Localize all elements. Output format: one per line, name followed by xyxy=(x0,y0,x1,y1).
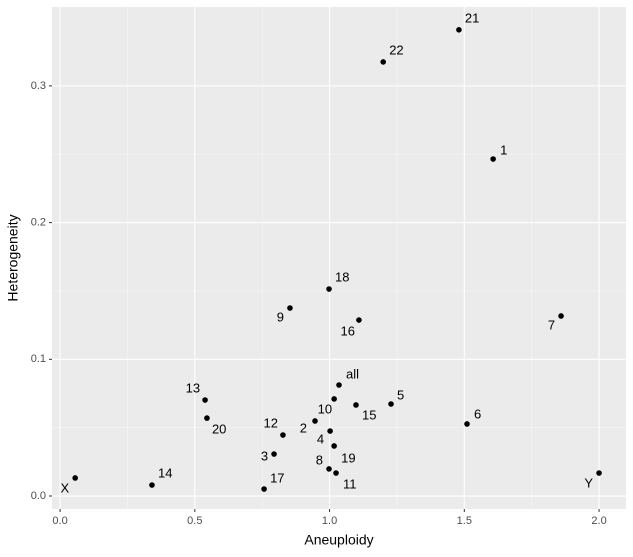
point-label: 11 xyxy=(343,476,357,491)
point xyxy=(327,428,333,434)
point xyxy=(331,443,337,449)
point xyxy=(202,397,208,403)
point xyxy=(331,396,337,402)
point xyxy=(464,421,470,427)
point-label: 14 xyxy=(158,466,172,481)
point xyxy=(271,451,277,457)
point xyxy=(558,313,564,319)
point-label: 12 xyxy=(263,415,277,430)
point xyxy=(204,415,210,421)
point-label: 1 xyxy=(500,142,507,157)
point-label: Y xyxy=(584,475,593,490)
point xyxy=(356,317,362,323)
panel-background xyxy=(52,7,626,509)
point xyxy=(380,59,386,65)
point xyxy=(336,382,342,388)
point xyxy=(261,486,267,492)
y-tick-label: 0.3 xyxy=(31,80,46,92)
point-label: 13 xyxy=(186,380,200,395)
point-label: 15 xyxy=(362,407,376,422)
point-label: 3 xyxy=(261,448,268,463)
point xyxy=(287,305,293,311)
point-label: 9 xyxy=(277,309,284,324)
point xyxy=(326,286,332,292)
point xyxy=(280,432,286,438)
point xyxy=(72,475,78,481)
x-tick-label: 0.0 xyxy=(52,515,67,527)
point-label: 10 xyxy=(318,401,332,416)
point xyxy=(149,482,155,488)
point xyxy=(333,470,339,476)
point xyxy=(312,418,318,424)
point-label: 16 xyxy=(340,324,354,339)
point xyxy=(353,402,359,408)
point-label: 20 xyxy=(212,422,226,437)
point-label: 22 xyxy=(389,42,403,57)
point-label: 4 xyxy=(317,432,324,447)
point-label: 5 xyxy=(397,387,404,402)
point-label: 19 xyxy=(341,450,355,465)
point xyxy=(326,466,332,472)
y-tick-label: 0.2 xyxy=(31,216,46,228)
point-label: 18 xyxy=(335,269,349,284)
x-tick-label: 1.0 xyxy=(322,515,337,527)
x-tick-label: 2.0 xyxy=(591,515,606,527)
point xyxy=(388,401,394,407)
y-tick-label: 0.0 xyxy=(31,490,46,502)
y-tick-label: 0.1 xyxy=(31,353,46,365)
point-label: 2 xyxy=(300,420,307,435)
point xyxy=(596,470,602,476)
point-label: 21 xyxy=(465,10,479,25)
x-tick-label: 1.5 xyxy=(457,515,472,527)
point xyxy=(490,156,496,162)
point xyxy=(456,27,462,33)
point-label: X xyxy=(61,480,70,495)
point-label: 17 xyxy=(270,470,284,485)
y-axis-title: Heterogeneity xyxy=(5,214,21,301)
point-label: 6 xyxy=(474,406,481,421)
point-label: 8 xyxy=(316,452,323,467)
point-label: all xyxy=(346,366,359,381)
point-label: 7 xyxy=(548,317,555,332)
x-tick-label: 0.5 xyxy=(187,515,202,527)
x-axis-title: Aneuploidy xyxy=(304,532,373,548)
